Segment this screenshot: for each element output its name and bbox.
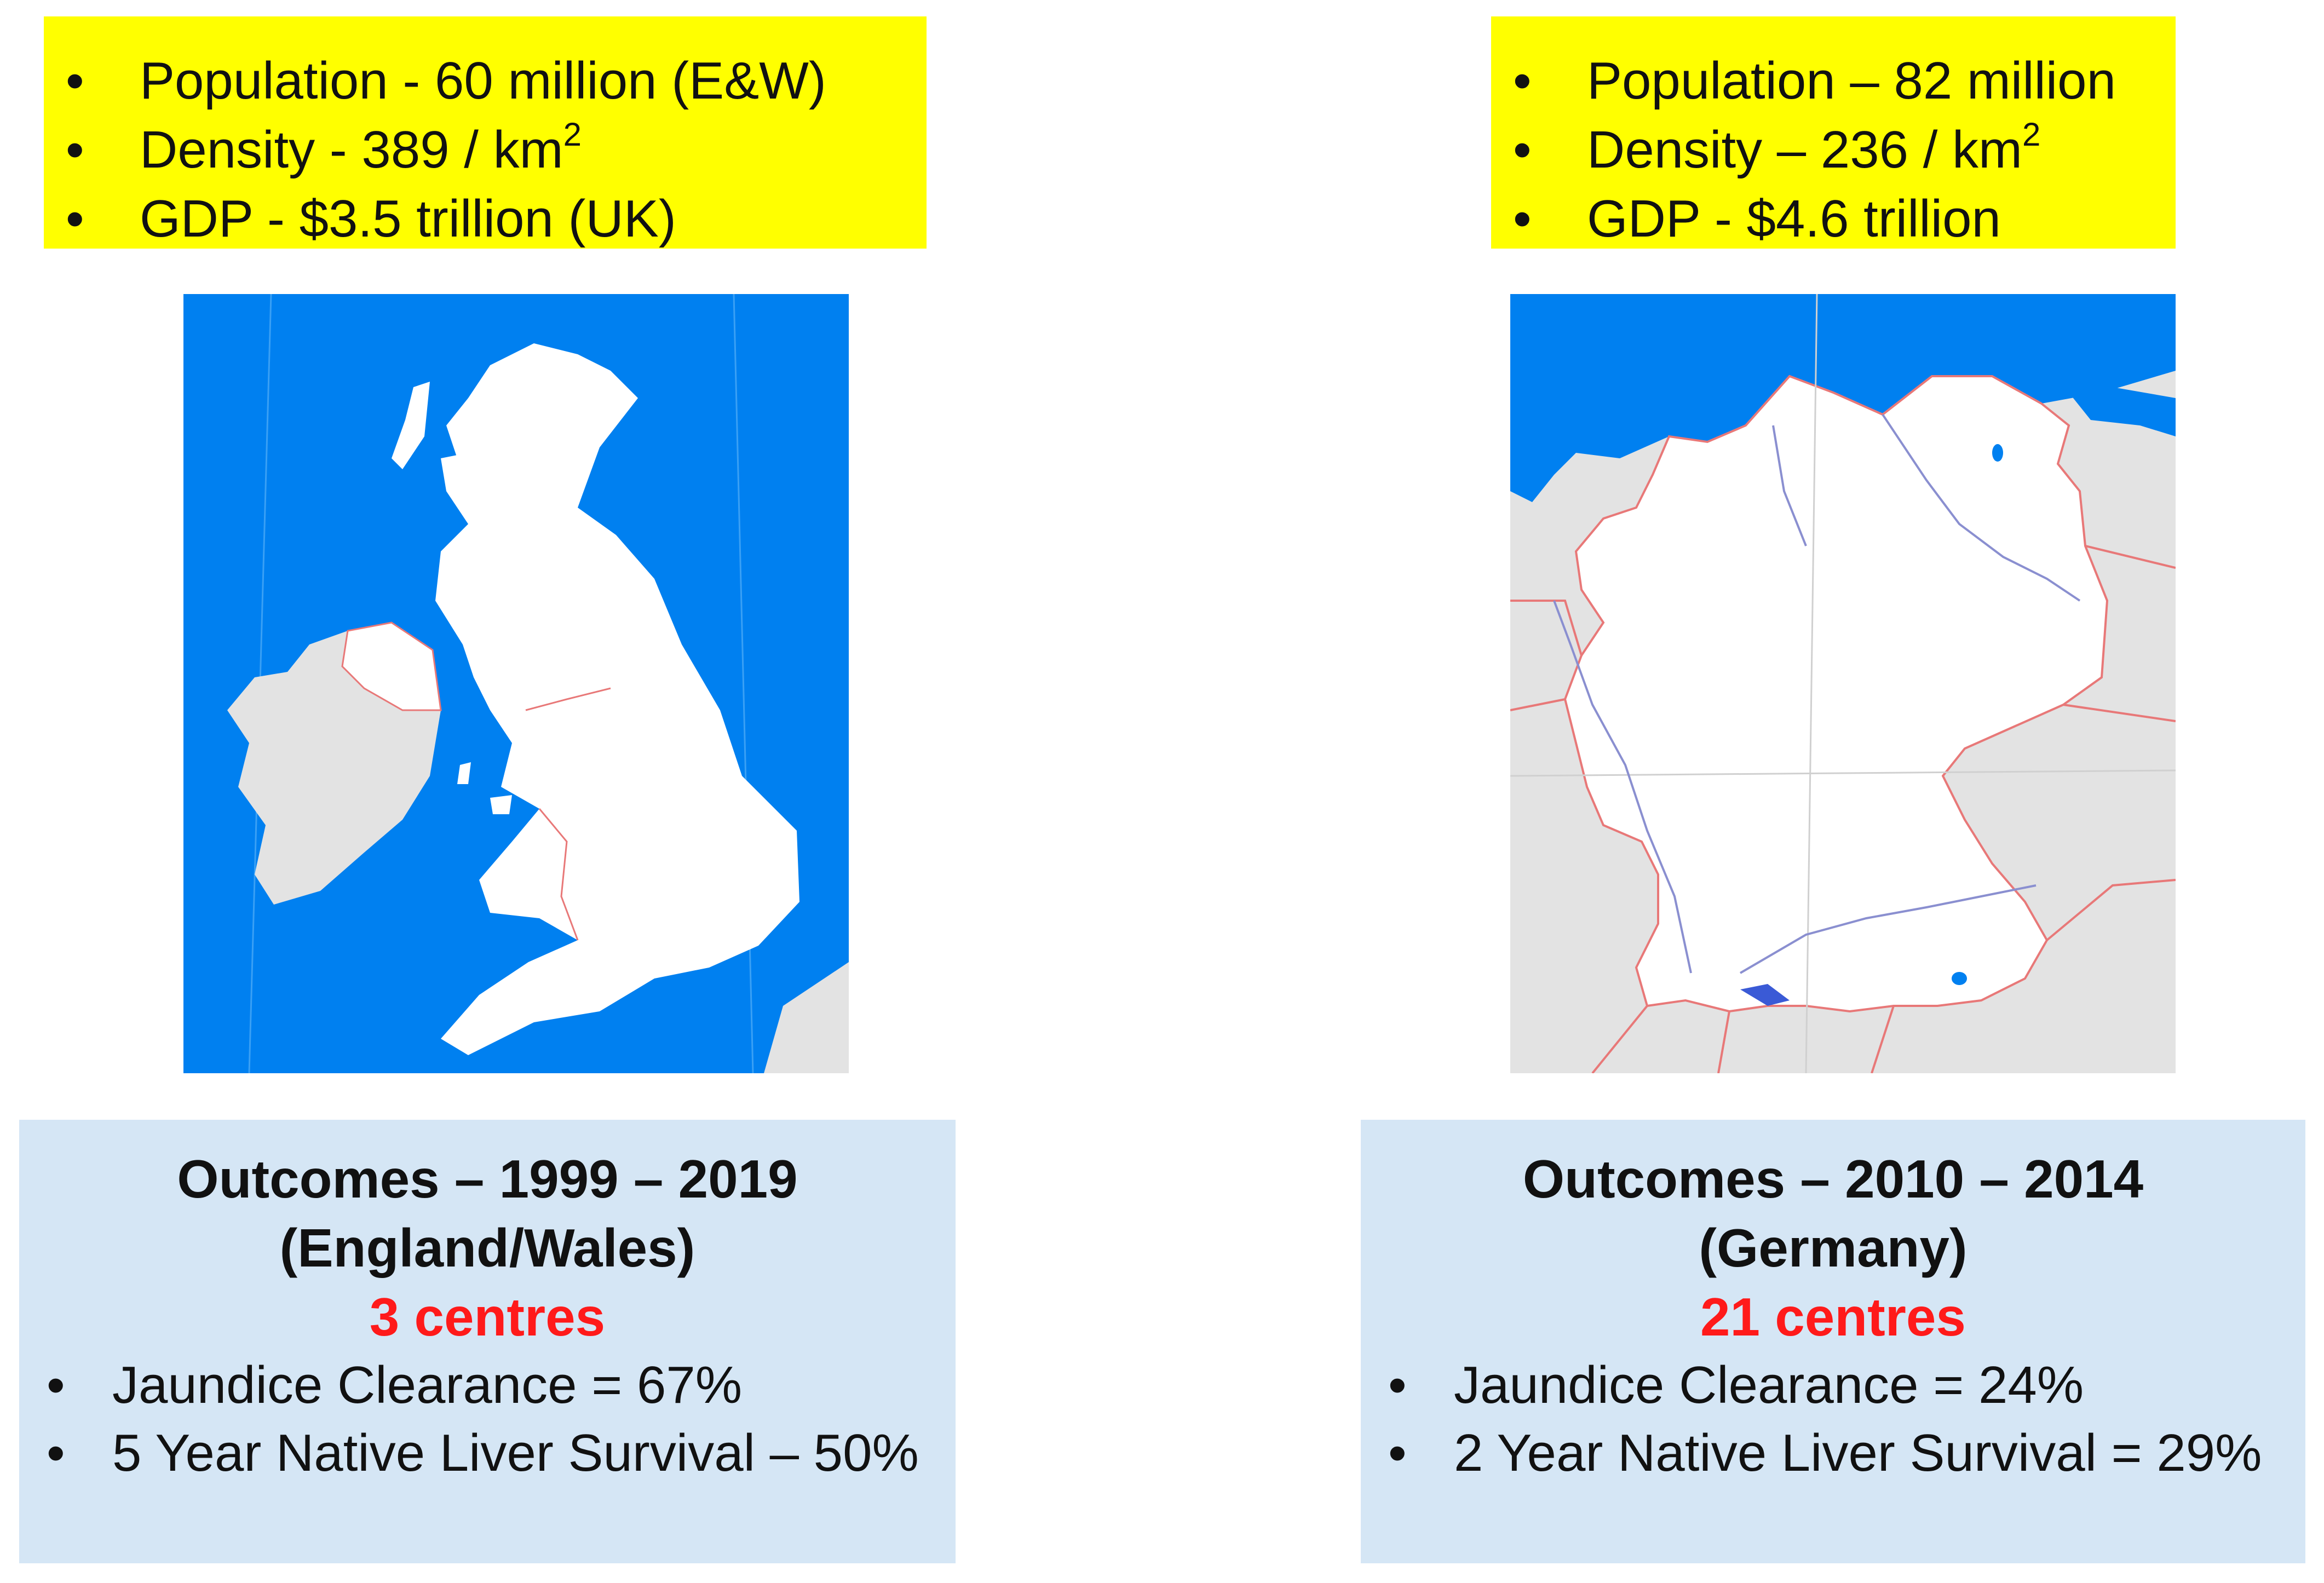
- skye: [441, 453, 468, 491]
- uk-gdp: GDP - $3.5 trillion (UK): [66, 185, 905, 254]
- uk-stats-list: Population - 60 million (E&W) Density - …: [66, 47, 905, 254]
- uk-map: [183, 294, 849, 1073]
- north-sea: [1510, 294, 2176, 502]
- uk-stats-box: Population - 60 million (E&W) Density - …: [44, 16, 927, 254]
- germany-stats-box: Population – 82 million Density – 236 / …: [1491, 16, 2176, 254]
- isle-of-man: [457, 762, 471, 784]
- germany-outcomes-box: Outcomes – 2010 – 2014 (Germany) 21 cent…: [1361, 1120, 2305, 1563]
- germany-population: Population – 82 million: [1513, 47, 2154, 116]
- uk-population: Population - 60 million (E&W): [66, 47, 905, 116]
- germany-gdp: GDP - $4.6 trillion: [1513, 185, 2154, 254]
- uk-native-liver-survival: 5 Year Native Liver Survival – 50%: [47, 1419, 956, 1487]
- lake-mueritz: [1992, 444, 2003, 462]
- uk-jaundice-clearance: Jaundice Clearance = 67%: [47, 1351, 956, 1419]
- northern-ireland-landmass: [341, 621, 442, 711]
- baltic-sea-inlet: [2069, 387, 2176, 436]
- outer-hebrides: [392, 382, 430, 469]
- germany-native-liver-survival: 2 Year Native Liver Survival = 29%: [1388, 1419, 2305, 1487]
- river-danube: [1739, 884, 2037, 974]
- uk-outcomes-region: (England/Wales): [279, 1218, 695, 1278]
- germany-outcomes-list: Jaundice Clearance = 24% 2 Year Native L…: [1361, 1351, 2305, 1487]
- great-britain-landmass: [435, 343, 799, 1055]
- continent-landmass: [764, 962, 849, 1073]
- germany-centres-count: 21 centres: [1700, 1287, 1966, 1347]
- river-elbe: [1882, 413, 2081, 602]
- germany-outcomes-region: (Germany): [1699, 1218, 1968, 1278]
- uk-density: Density - 389 / km2: [66, 116, 905, 185]
- germany-density: Density – 236 / km2: [1513, 116, 2154, 185]
- lake-constance: [1740, 984, 1790, 1006]
- germany-outcomes-title: Outcomes – 2010 – 2014: [1522, 1149, 2144, 1209]
- germany-jaundice-clearance: Jaundice Clearance = 24%: [1388, 1351, 2305, 1419]
- germany-stats-list: Population – 82 million Density – 236 / …: [1513, 47, 2154, 254]
- anglesey: [490, 795, 512, 814]
- uk-outcomes-list: Jaundice Clearance = 67% 5 Year Native L…: [19, 1351, 956, 1487]
- river-weser: [1772, 425, 1807, 546]
- river-rhine: [1553, 600, 1692, 974]
- uk-outcomes-title: Outcomes – 1999 – 2019: [177, 1149, 798, 1209]
- uk-outcomes-box: Outcomes – 1999 – 2019 (England/Wales) 3…: [19, 1120, 956, 1563]
- germany-map: [1510, 294, 2176, 1073]
- uk-centres-count: 3 centres: [369, 1287, 606, 1347]
- lake-chiemsee: [1952, 972, 1967, 985]
